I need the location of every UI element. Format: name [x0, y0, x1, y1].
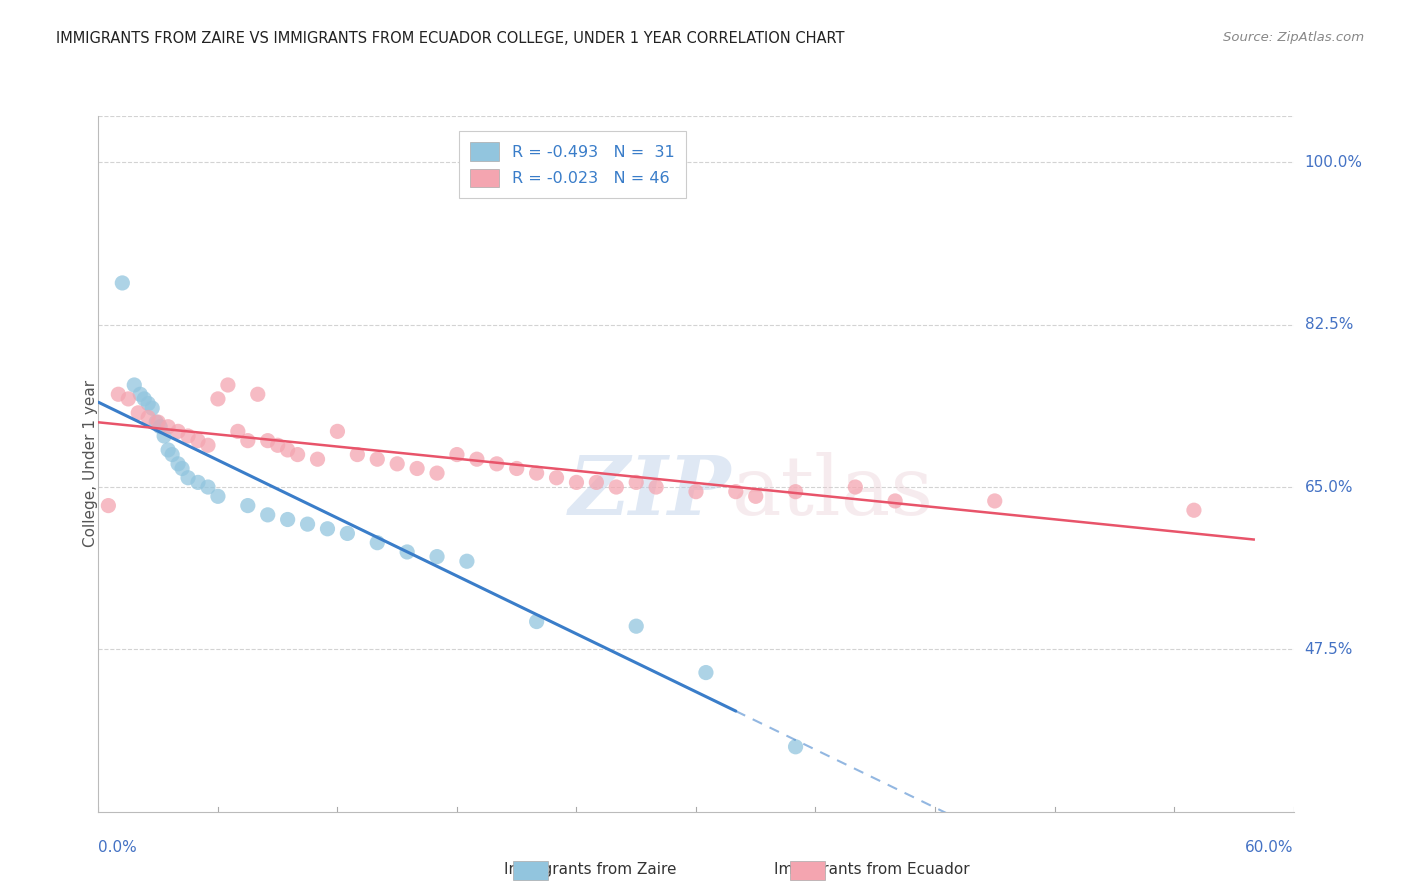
Point	[172, 461, 194, 475]
Point	[465, 452, 488, 467]
Text: Immigrants from Ecuador: Immigrants from Ecuador	[773, 863, 970, 877]
Point	[396, 545, 419, 559]
Point	[585, 475, 607, 490]
Text: 100.0%: 100.0%	[1305, 155, 1362, 169]
Text: 82.5%: 82.5%	[1305, 318, 1353, 332]
Point	[134, 392, 156, 406]
Point	[645, 480, 668, 494]
Y-axis label: College, Under 1 year: College, Under 1 year	[83, 380, 97, 548]
Point	[145, 415, 167, 429]
Point	[685, 484, 707, 499]
Point	[127, 406, 149, 420]
Point	[366, 452, 388, 467]
Point	[695, 665, 717, 680]
Point	[406, 461, 429, 475]
Text: atlas: atlas	[733, 451, 934, 532]
Point	[111, 276, 134, 290]
Point	[167, 425, 190, 439]
Point	[124, 378, 146, 392]
Text: Immigrants from Zaire: Immigrants from Zaire	[505, 863, 676, 877]
Point	[148, 415, 170, 429]
Text: 47.5%: 47.5%	[1305, 642, 1353, 657]
Point	[326, 425, 349, 439]
Point	[197, 480, 219, 494]
Point	[426, 466, 449, 480]
Legend: R = -0.493   N =  31, R = -0.023   N = 46: R = -0.493 N = 31, R = -0.023 N = 46	[458, 131, 686, 198]
Text: Source: ZipAtlas.com: Source: ZipAtlas.com	[1223, 31, 1364, 45]
Text: IMMIGRANTS FROM ZAIRE VS IMMIGRANTS FROM ECUADOR COLLEGE, UNDER 1 YEAR CORRELATI: IMMIGRANTS FROM ZAIRE VS IMMIGRANTS FROM…	[56, 31, 845, 46]
Text: 60.0%: 60.0%	[1246, 839, 1294, 855]
Point	[426, 549, 449, 564]
Point	[366, 535, 388, 549]
Point	[207, 489, 229, 503]
Point	[506, 461, 529, 475]
Point	[526, 615, 548, 629]
Point	[177, 429, 200, 443]
Point	[236, 499, 259, 513]
Point	[316, 522, 339, 536]
Point	[346, 448, 368, 462]
Point	[456, 554, 478, 568]
Point	[446, 448, 468, 462]
Point	[207, 392, 229, 406]
Point	[267, 438, 290, 452]
Point	[785, 484, 807, 499]
Point	[485, 457, 508, 471]
Point	[141, 401, 163, 416]
Point	[546, 471, 568, 485]
Point	[136, 396, 159, 410]
Point	[307, 452, 329, 467]
Point	[136, 410, 159, 425]
Point	[277, 512, 299, 526]
Point	[187, 475, 209, 490]
Point	[246, 387, 269, 401]
Point	[167, 457, 190, 471]
Point	[336, 526, 359, 541]
Point	[287, 448, 309, 462]
Text: ZIP: ZIP	[569, 451, 733, 532]
Point	[187, 434, 209, 448]
Point	[157, 419, 180, 434]
Point	[256, 434, 278, 448]
Point	[624, 619, 647, 633]
Point	[256, 508, 278, 522]
Point	[884, 494, 907, 508]
Point	[157, 442, 180, 457]
Point	[745, 489, 768, 503]
Point	[1182, 503, 1205, 517]
Point	[983, 494, 1005, 508]
Point	[97, 499, 120, 513]
Text: 65.0%: 65.0%	[1305, 480, 1353, 494]
Point	[526, 466, 548, 480]
Point	[197, 438, 219, 452]
Point	[129, 387, 152, 401]
Point	[107, 387, 129, 401]
Point	[385, 457, 409, 471]
Point	[177, 471, 200, 485]
Point	[226, 425, 249, 439]
Point	[277, 442, 299, 457]
Point	[217, 378, 239, 392]
Point	[160, 448, 183, 462]
Point	[785, 739, 807, 754]
Point	[117, 392, 139, 406]
Point	[624, 475, 647, 490]
Point	[149, 419, 172, 434]
Text: 0.0%: 0.0%	[98, 839, 138, 855]
Point	[724, 484, 747, 499]
Point	[565, 475, 588, 490]
Point	[297, 517, 319, 532]
Point	[605, 480, 627, 494]
Point	[236, 434, 259, 448]
Point	[153, 429, 176, 443]
Point	[844, 480, 866, 494]
